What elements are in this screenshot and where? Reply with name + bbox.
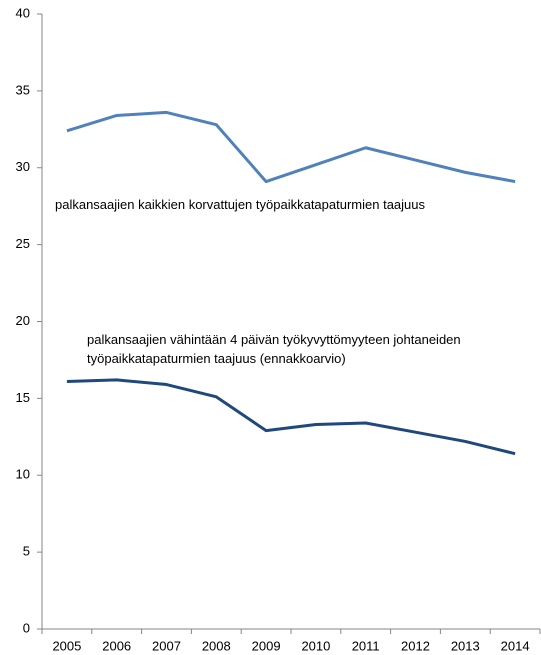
x-tick-label: 2012 [401, 638, 430, 653]
x-tick-label: 2014 [501, 638, 530, 653]
x-tick-label: 2008 [202, 638, 231, 653]
x-tick-label: 2010 [301, 638, 330, 653]
series-label: palkansaajien kaikkien korvattujen työpa… [55, 197, 425, 212]
y-tick-label: 35 [16, 82, 30, 97]
series-label: palkansaajien vähintään 4 päivän työkyvy… [87, 332, 461, 366]
y-tick-label: 0 [23, 620, 30, 635]
x-tick-label: 2009 [252, 638, 281, 653]
y-tick-label: 15 [16, 390, 30, 405]
x-tick-label: 2007 [152, 638, 181, 653]
y-tick-label: 5 [23, 544, 30, 559]
y-tick-label: 10 [16, 467, 30, 482]
y-tick-label: 30 [16, 159, 30, 174]
series-line [66, 110, 516, 184]
y-tick-label: 40 [16, 5, 30, 20]
y-tick-label: 20 [16, 313, 30, 328]
x-tick-label: 2006 [102, 638, 131, 653]
series-line [66, 378, 516, 456]
y-tick-label: 25 [16, 236, 30, 251]
x-tick-label: 2013 [451, 638, 480, 653]
x-tick-label: 2005 [52, 638, 81, 653]
x-tick-label: 2011 [352, 638, 380, 653]
